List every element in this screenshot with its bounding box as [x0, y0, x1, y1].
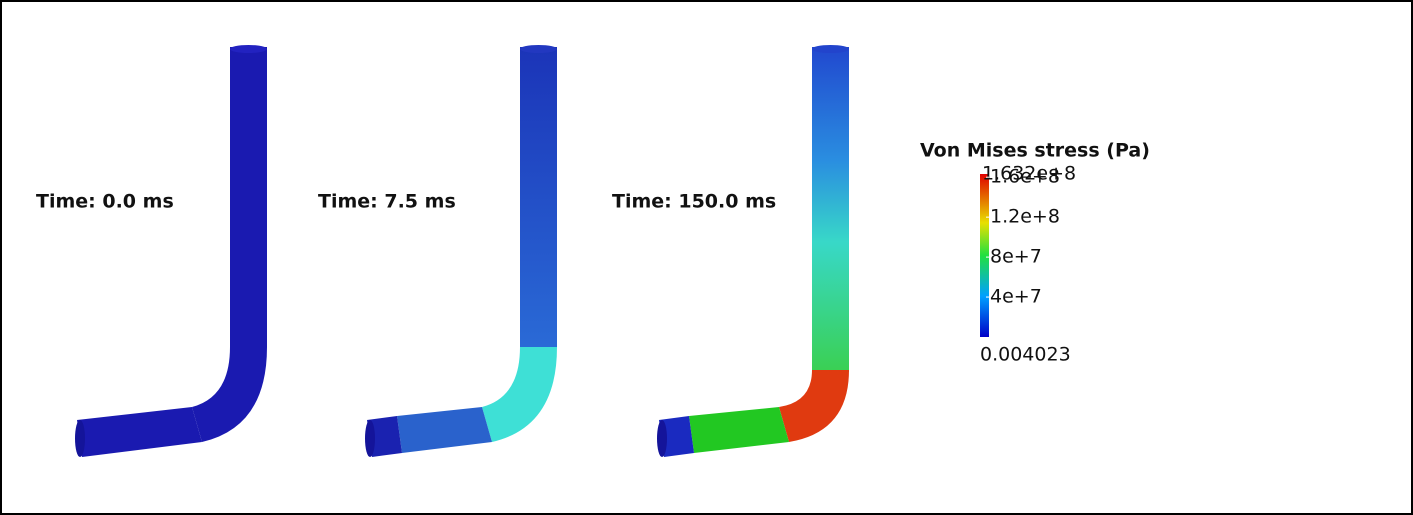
time-label: Time: 0.0 ms	[36, 191, 174, 213]
colorbar-tick-label: 1.6e+8	[990, 166, 1060, 188]
pipe-0	[75, 45, 267, 457]
colorbar-tick-label: 8e+7	[990, 246, 1042, 268]
figure: Time: 0.0 ms Time: 7.5 ms Time: 150.0 ms…	[0, 0, 1413, 515]
pipe-2	[657, 45, 849, 457]
colorbar-tick-label: 1.2e+8	[990, 206, 1060, 228]
time-label: Time: 150.0 ms	[612, 191, 776, 213]
colorbar	[980, 174, 989, 337]
colorbar-title: Von Mises stress (Pa)	[920, 140, 1150, 162]
scene: Time: 0.0 ms Time: 7.5 ms Time: 150.0 ms…	[2, 2, 1411, 513]
pipe-1	[365, 45, 557, 457]
colorbar-tick-label: 4e+7	[990, 286, 1042, 308]
colorbar-min-label: 0.004023	[980, 344, 1071, 366]
time-label: Time: 7.5 ms	[318, 191, 456, 213]
